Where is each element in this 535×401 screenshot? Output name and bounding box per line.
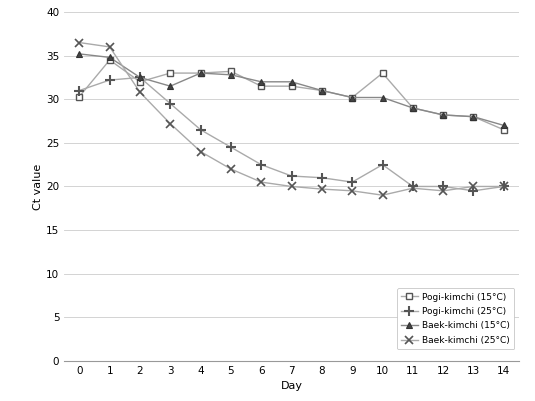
Baek-kimchi (15°C) <box>137 75 143 80</box>
Baek-kimchi (25°C) <box>137 90 143 95</box>
Pogi-kimchi (15°C) <box>167 71 173 75</box>
Baek-kimchi (15°C) <box>228 73 234 77</box>
Line: Pogi-kimchi (15°C): Pogi-kimchi (15°C) <box>76 57 507 133</box>
Pogi-kimchi (25°C) <box>167 101 173 106</box>
Line: Baek-kimchi (25°C): Baek-kimchi (25°C) <box>75 38 508 199</box>
Baek-kimchi (25°C) <box>349 188 355 193</box>
Pogi-kimchi (25°C) <box>410 184 416 189</box>
Pogi-kimchi (15°C) <box>288 84 295 89</box>
Pogi-kimchi (25°C) <box>228 145 234 150</box>
Pogi-kimchi (15°C) <box>319 88 325 93</box>
Baek-kimchi (15°C) <box>258 79 264 84</box>
Pogi-kimchi (25°C) <box>137 75 143 80</box>
Baek-kimchi (15°C) <box>440 113 446 117</box>
Legend: Pogi-kimchi (15°C), Pogi-kimchi (25°C), Baek-kimchi (15°C), Baek-kimchi (25°C): Pogi-kimchi (15°C), Pogi-kimchi (25°C), … <box>397 288 515 349</box>
Pogi-kimchi (25°C) <box>258 162 264 167</box>
Baek-kimchi (15°C) <box>319 88 325 93</box>
Baek-kimchi (15°C) <box>410 105 416 110</box>
Pogi-kimchi (25°C) <box>379 162 386 167</box>
Baek-kimchi (25°C) <box>410 186 416 190</box>
Baek-kimchi (25°C) <box>258 180 264 184</box>
Pogi-kimchi (25°C) <box>288 174 295 178</box>
Baek-kimchi (15°C) <box>470 114 477 119</box>
Baek-kimchi (15°C) <box>76 51 82 56</box>
Pogi-kimchi (15°C) <box>501 128 507 132</box>
Pogi-kimchi (25°C) <box>319 175 325 180</box>
Baek-kimchi (15°C) <box>197 71 204 75</box>
Line: Baek-kimchi (15°C): Baek-kimchi (15°C) <box>76 51 507 129</box>
Pogi-kimchi (25°C) <box>440 184 446 189</box>
X-axis label: Day: Day <box>280 381 303 391</box>
Baek-kimchi (25°C) <box>106 45 113 49</box>
Pogi-kimchi (15°C) <box>197 71 204 75</box>
Pogi-kimchi (15°C) <box>228 69 234 74</box>
Pogi-kimchi (15°C) <box>137 79 143 84</box>
Baek-kimchi (25°C) <box>288 184 295 189</box>
Pogi-kimchi (15°C) <box>470 114 477 119</box>
Y-axis label: Ct value: Ct value <box>33 163 43 210</box>
Baek-kimchi (15°C) <box>288 79 295 84</box>
Pogi-kimchi (25°C) <box>501 184 507 189</box>
Pogi-kimchi (15°C) <box>349 95 355 100</box>
Pogi-kimchi (15°C) <box>379 71 386 75</box>
Baek-kimchi (25°C) <box>379 193 386 198</box>
Pogi-kimchi (15°C) <box>258 84 264 89</box>
Baek-kimchi (15°C) <box>167 84 173 89</box>
Baek-kimchi (15°C) <box>106 55 113 60</box>
Baek-kimchi (15°C) <box>501 123 507 128</box>
Pogi-kimchi (25°C) <box>349 180 355 184</box>
Baek-kimchi (15°C) <box>349 95 355 100</box>
Baek-kimchi (25°C) <box>76 40 82 45</box>
Pogi-kimchi (25°C) <box>106 78 113 83</box>
Baek-kimchi (25°C) <box>501 184 507 189</box>
Baek-kimchi (25°C) <box>319 187 325 192</box>
Baek-kimchi (25°C) <box>167 121 173 126</box>
Baek-kimchi (15°C) <box>379 95 386 100</box>
Baek-kimchi (25°C) <box>228 167 234 172</box>
Pogi-kimchi (15°C) <box>440 113 446 117</box>
Pogi-kimchi (15°C) <box>76 94 82 99</box>
Pogi-kimchi (25°C) <box>197 128 204 132</box>
Line: Pogi-kimchi (25°C): Pogi-kimchi (25°C) <box>74 73 509 196</box>
Baek-kimchi (25°C) <box>197 149 204 154</box>
Pogi-kimchi (25°C) <box>470 188 477 193</box>
Pogi-kimchi (15°C) <box>106 58 113 63</box>
Baek-kimchi (25°C) <box>470 184 477 189</box>
Baek-kimchi (25°C) <box>440 188 446 193</box>
Pogi-kimchi (25°C) <box>76 88 82 93</box>
Pogi-kimchi (15°C) <box>410 105 416 110</box>
